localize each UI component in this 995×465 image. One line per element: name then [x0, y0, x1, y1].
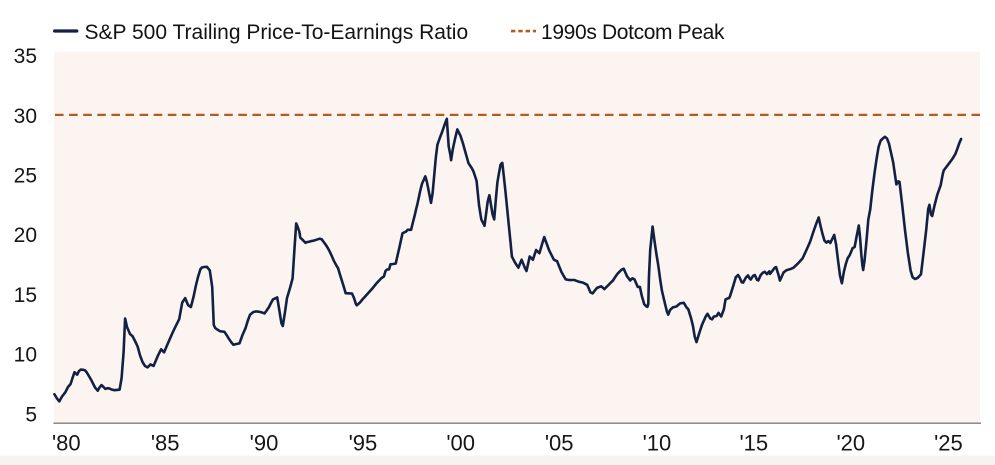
svg-text:S&P 500 Trailing Price-To-Earn: S&P 500 Trailing Price-To-Earnings Ratio: [85, 21, 469, 44]
svg-text:10: 10: [14, 344, 37, 367]
svg-text:'80: '80: [52, 431, 81, 456]
svg-text:'85: '85: [151, 431, 180, 456]
svg-text:'10: '10: [643, 431, 672, 456]
svg-text:30: 30: [14, 105, 37, 128]
svg-text:'15: '15: [739, 431, 768, 456]
svg-text:'05: '05: [545, 431, 574, 456]
svg-text:25: 25: [14, 165, 37, 188]
svg-text:20: 20: [14, 224, 37, 247]
svg-text:'20: '20: [836, 431, 865, 456]
svg-text:'95: '95: [349, 431, 378, 456]
svg-text:'90: '90: [250, 431, 279, 456]
svg-text:35: 35: [14, 45, 37, 68]
svg-text:'25: '25: [934, 431, 963, 456]
svg-text:5: 5: [25, 403, 37, 426]
svg-text:1990s Dotcom Peak: 1990s Dotcom Peak: [541, 21, 725, 44]
svg-text:'00: '00: [446, 431, 475, 456]
svg-text:15: 15: [14, 284, 37, 307]
